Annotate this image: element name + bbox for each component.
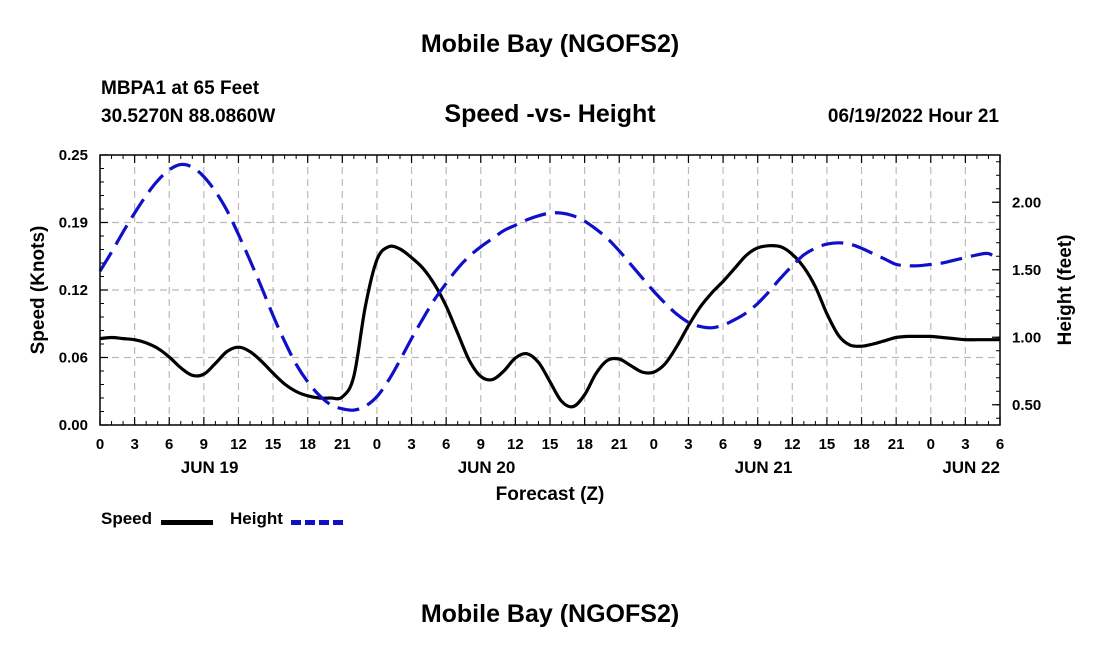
x-tick-label: 12 xyxy=(784,436,801,453)
x-tick-label: 18 xyxy=(299,436,316,453)
x-tick-label: 0 xyxy=(373,436,381,453)
chart-title-bottom: Mobile Bay (NGOFS2) xyxy=(420,600,680,628)
x-tick-label: 21 xyxy=(888,436,905,453)
series-line-speed xyxy=(99,243,1000,409)
x-tick-label: 18 xyxy=(853,436,870,453)
series-layer xyxy=(98,162,1001,412)
y-axis-left-label: Speed (Knots) xyxy=(28,226,49,355)
x-day-label: JUN 21 xyxy=(735,458,793,477)
y-right-tick-label: 1.50 xyxy=(1012,262,1041,279)
y-left-tick-label: 0.25 xyxy=(59,147,88,164)
x-tick-label: 0 xyxy=(927,436,935,453)
y-right-tick-label: 0.50 xyxy=(1012,397,1041,414)
y-left-tick-label: 0.19 xyxy=(59,215,88,232)
station-label: MBPA1 at 65 Feet xyxy=(101,78,260,99)
x-tick-label: 12 xyxy=(507,436,524,453)
x-tick-label: 9 xyxy=(754,436,762,453)
x-tick-label: 9 xyxy=(477,436,485,453)
y-axis-right-label: Height (feet) xyxy=(1055,235,1076,346)
x-tick-label: 3 xyxy=(407,436,415,453)
x-tick-label: 3 xyxy=(684,436,692,453)
y-left-tick-label: 0.06 xyxy=(59,350,88,367)
y-right-tick-label: 2.00 xyxy=(1012,194,1041,211)
chart-subtitle: Speed -vs- Height xyxy=(444,100,656,128)
x-axis-label: Forecast (Z) xyxy=(496,484,605,505)
x-tick-label: 21 xyxy=(334,436,351,453)
x-tick-label: 18 xyxy=(576,436,593,453)
x-tick-label: 0 xyxy=(650,436,658,453)
y-left-tick-label: 0.00 xyxy=(59,417,88,434)
forecast-datetime: 06/19/2022 Hour 21 xyxy=(827,106,999,127)
legend-speed-label: Speed xyxy=(101,509,153,528)
x-tick-label: 15 xyxy=(542,436,559,453)
legend-height-label: Height xyxy=(230,509,283,528)
x-tick-label: 6 xyxy=(996,436,1004,453)
y-right-tick-label: 1.00 xyxy=(1012,329,1041,346)
x-tick-label: 0 xyxy=(96,436,104,453)
y-left-tick-label: 0.12 xyxy=(59,282,88,299)
x-tick-label: 12 xyxy=(230,436,247,453)
station-coordinates: 30.5270N 88.0860W xyxy=(101,106,276,127)
x-tick-label: 15 xyxy=(265,436,282,453)
x-tick-label: 3 xyxy=(961,436,969,453)
x-tick-label: 6 xyxy=(442,436,450,453)
legend-height-swatch xyxy=(291,520,343,525)
grid xyxy=(100,155,1000,425)
x-day-label: JUN 22 xyxy=(942,458,1000,477)
x-tick-label: 6 xyxy=(165,436,173,453)
axes: 0 3 6 9 12 15 18 21 0 3 6 9 12 15 18 21 0 3 6 9 12 15 18 21 0 3 6J… xyxy=(59,147,1041,477)
x-tick-label: 6 xyxy=(719,436,727,453)
x-day-label: JUN 19 xyxy=(181,458,239,477)
x-day-label: JUN 20 xyxy=(458,458,516,477)
x-tick-label: 21 xyxy=(611,436,628,453)
series-line-height xyxy=(98,162,1001,412)
legend-speed-swatch xyxy=(161,520,213,525)
chart-title: Mobile Bay (NGOFS2) xyxy=(420,30,680,58)
x-tick-label: 15 xyxy=(819,436,836,453)
x-tick-label: 9 xyxy=(200,436,208,453)
x-tick-label: 3 xyxy=(130,436,138,453)
